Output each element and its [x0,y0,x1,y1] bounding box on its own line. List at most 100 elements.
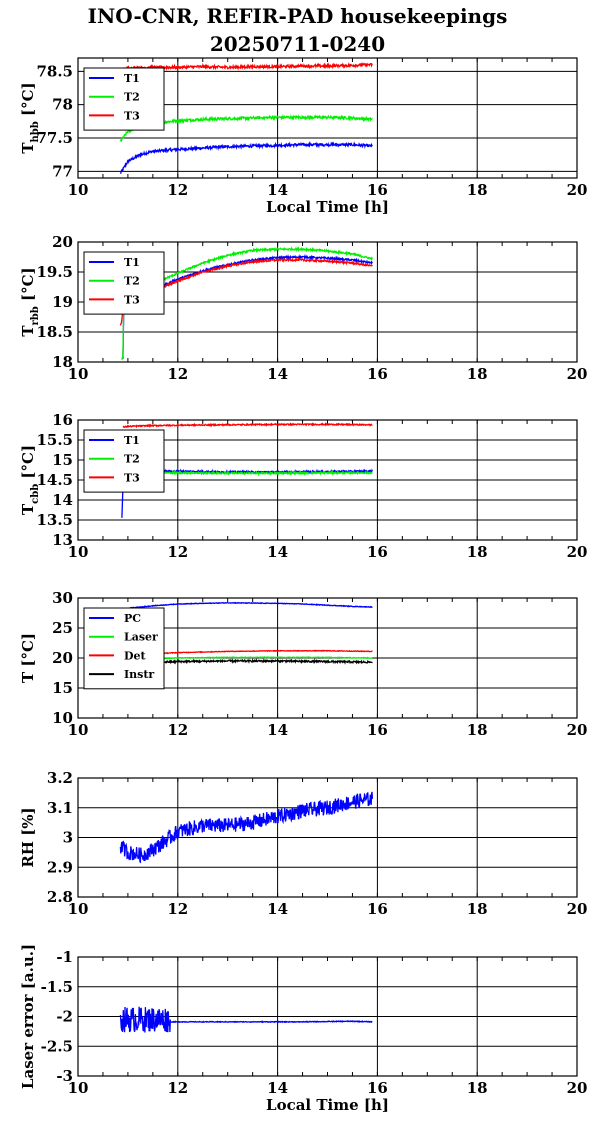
y-tick-label: -1.5 [41,978,73,996]
series-line-pc [127,601,373,610]
legend-label: Laser [124,631,158,644]
y-tick-label: 15.5 [36,431,73,449]
x-tick-label: 16 [367,721,388,739]
x-tick-label: 14 [267,1079,288,1097]
y-tick-label: 18.5 [36,323,73,341]
x-tick-label: 20 [567,365,588,383]
y-tick-label: 20 [52,649,73,667]
y-axis-label: RH [%] [19,807,37,867]
x-tick-label: 20 [567,1079,588,1097]
y-axis-label: Laser error [a.u.] [19,944,37,1089]
y-tick-label: 30 [52,589,73,607]
x-axis-label: Local Time [h] [266,1096,389,1114]
chart-panel-1: 10 12 14 16 18 20 77 77.5 78 78.5 Local Time [h] Th… [19,57,587,216]
legend-label: T3 [124,471,140,484]
x-tick-label: 10 [68,721,89,739]
legend-label: T1 [124,72,140,85]
x-tick-label: 14 [267,721,288,739]
legend-label: T3 [124,109,140,122]
y-tick-label: 77 [52,162,73,180]
x-tick-label: 14 [267,900,288,918]
x-tick-label: 16 [367,900,388,918]
y-axis-label: Tcbb [°C] [19,445,41,515]
x-tick-label: 16 [367,1079,388,1097]
y-tick-label: 2.8 [47,888,73,906]
legend-label: T3 [124,293,140,306]
legend-label: PC [124,612,141,625]
y-axis-label: T [°C] [19,633,37,683]
y-tick-label: 16 [52,411,73,429]
y-axis-label: Trbb [°C] [19,267,41,336]
y-tick-label: 25 [52,619,73,637]
x-tick-label: 12 [167,900,188,918]
legend: T1 T2 T3 [83,67,165,131]
series-line-instr [127,657,373,666]
chart-panel-5: 10 12 14 16 18 20 2.8 2.9 3 3.1 3.2 RH [%] [19,769,587,918]
y-tick-label: -2 [56,1008,73,1026]
x-tick-label: 16 [367,365,388,383]
y-tick-label: 13.5 [36,511,73,529]
legend-label: T2 [124,91,140,104]
plot-frame [77,597,578,719]
series-line-t3 [122,421,373,429]
x-tick-label: 18 [467,543,488,561]
y-tick-label: -2.5 [41,1037,73,1055]
x-tick-label: 12 [167,1079,188,1097]
series-line-laser [127,655,373,661]
x-tick-label: 12 [167,543,188,561]
legend-label: T2 [124,275,140,288]
plot-frame [77,57,578,179]
x-tick-label: 10 [68,543,89,561]
x-tick-label: 10 [68,365,89,383]
x-tick-label: 16 [367,543,388,561]
y-tick-label: 3 [63,829,73,847]
y-tick-label: 14 [52,491,73,509]
y-tick-label: 14.5 [36,471,73,489]
legend: PC Laser Det Instr [83,607,165,690]
plot-frame [77,241,578,363]
y-tick-label: 78 [52,96,73,114]
y-tick-label: -3 [56,1067,73,1085]
y-tick-label: 18 [52,353,73,371]
legend: T1 T2 T3 [83,251,165,315]
y-tick-label: 13 [52,531,73,549]
series-line-data [119,1006,171,1033]
y-tick-label: 2.9 [47,858,73,876]
y-tick-label: 19.5 [36,263,73,281]
y-tick-label: -1 [56,948,73,966]
chart-title-line1: INO-CNR, REFIR-PAD housekeepings [87,4,508,28]
legend-label: Instr [124,668,154,681]
x-tick-label: 18 [467,365,488,383]
x-tick-label: 12 [167,181,188,199]
chart-title-line2: 20250711-0240 [209,32,386,56]
plot-frame [77,777,578,898]
plot-frame [77,419,578,541]
series-line-t1 [120,141,373,175]
legend-label: T1 [124,434,140,447]
x-tick-label: 20 [567,900,588,918]
y-tick-label: 19 [52,293,73,311]
y-tick-label: 77.5 [36,129,73,147]
series-line-data [170,1020,373,1024]
y-axis-label: Thbb [°C] [19,82,41,153]
x-tick-label: 10 [68,181,89,199]
y-tick-label: 15 [52,451,73,469]
x-tick-label: 10 [68,1079,89,1097]
legend-label: Det [124,649,147,662]
y-tick-label: 78.5 [36,62,73,80]
x-axis-label: Local Time [h] [266,198,389,216]
x-tick-label: 12 [167,365,188,383]
x-tick-label: 14 [267,543,288,561]
y-tick-label: 15 [52,679,73,697]
x-tick-label: 12 [167,721,188,739]
x-tick-label: 18 [467,900,488,918]
y-tick-label: 20 [52,233,73,251]
legend: T1 T2 T3 [83,429,165,493]
x-tick-label: 18 [467,1079,488,1097]
y-tick-label: 10 [52,709,73,727]
chart-panel-6: 10 12 14 16 18 20 -3 -2.5 -2 -1.5 -1 Local Time [h]… [19,944,587,1114]
legend-box [83,607,165,690]
x-tick-label: 10 [68,900,89,918]
